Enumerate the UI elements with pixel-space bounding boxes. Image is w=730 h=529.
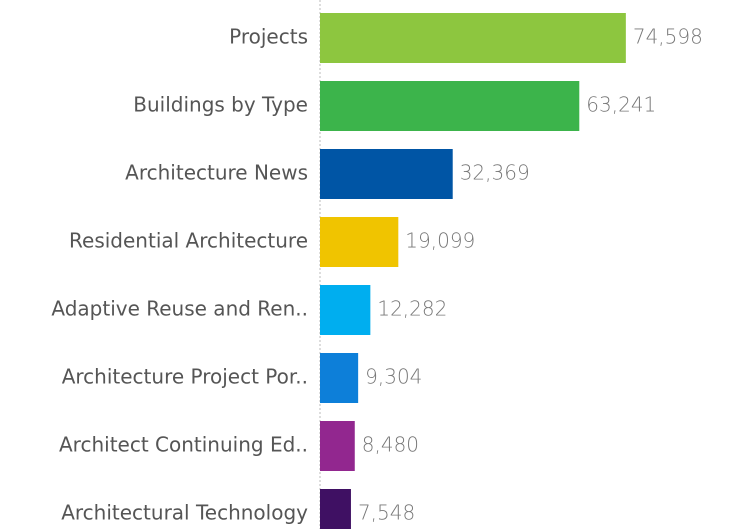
bar (320, 489, 351, 529)
category-label: Residential Architecture (69, 229, 308, 253)
value-label: 9,304 (365, 365, 422, 389)
bar (320, 217, 399, 267)
category-label: Architectural Technology (61, 501, 308, 525)
value-label: 8,480 (362, 433, 419, 457)
category-label: Buildings by Type (133, 93, 308, 117)
value-label: 32,369 (460, 161, 530, 185)
bar (320, 285, 371, 335)
category-label: Architecture Project Por.. (62, 365, 308, 389)
bar (320, 149, 453, 199)
value-label: 7,548 (358, 501, 415, 525)
category-label: Architecture News (125, 161, 308, 185)
category-label: Architect Continuing Ed.. (59, 433, 308, 457)
value-label: 74,598 (633, 25, 703, 49)
category-label: Adaptive Reuse and Ren.. (51, 297, 308, 321)
bar (320, 421, 355, 471)
value-label: 63,241 (586, 93, 656, 117)
category-label: Projects (229, 25, 308, 49)
bar (320, 353, 359, 403)
value-label: 12,282 (377, 297, 447, 321)
bar (320, 81, 580, 131)
bar (320, 13, 626, 63)
value-label: 19,099 (405, 229, 475, 253)
